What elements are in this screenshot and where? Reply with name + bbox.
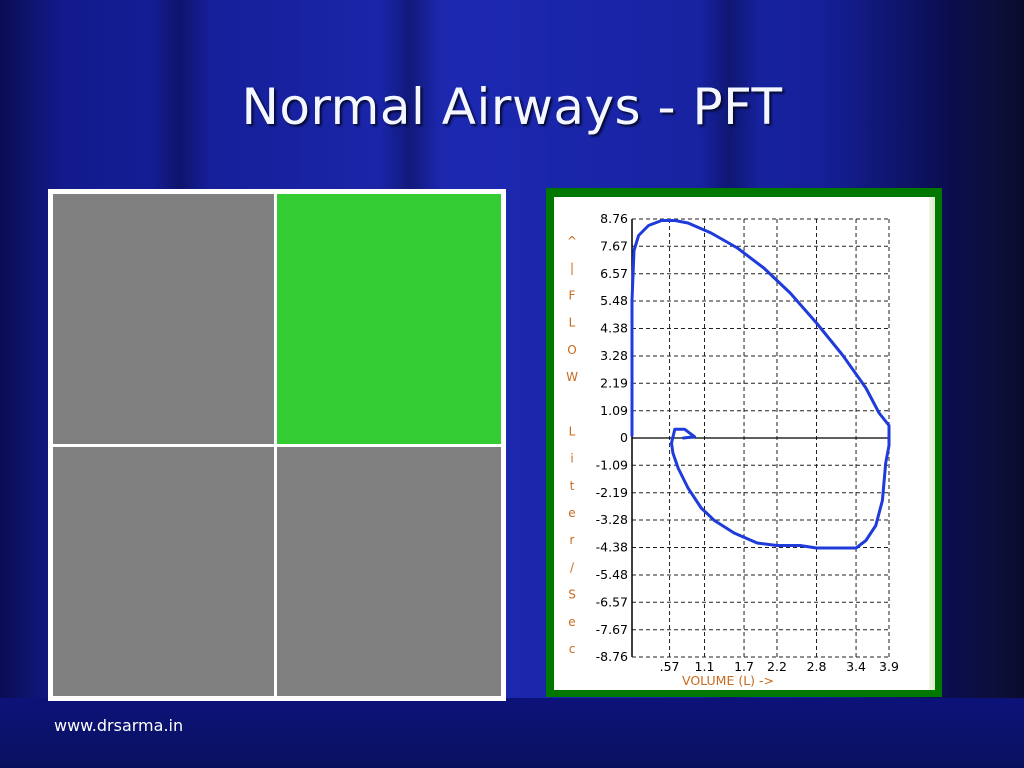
y-axis-label-char: r — [570, 533, 575, 547]
y-axis-label-char: | — [570, 261, 574, 275]
x-tick-label: .57 — [660, 659, 680, 674]
x-tick-label: 3.9 — [879, 659, 899, 674]
table-cell — [53, 447, 274, 696]
y-tick-label: -8.76 — [596, 649, 628, 664]
y-axis-label-char: i — [570, 452, 573, 466]
x-tick-label: 1.1 — [695, 659, 715, 674]
y-tick-label: 7.67 — [600, 238, 628, 253]
footer-website-link[interactable]: www.drsarma.in — [54, 716, 184, 735]
y-axis-label-char: e — [568, 506, 575, 520]
table-cell — [53, 194, 274, 444]
x-tick-label: 1.7 — [734, 659, 754, 674]
y-axis-label-char: F — [569, 288, 576, 302]
x-tick-label: 2.2 — [767, 659, 787, 674]
y-axis-label-char: L — [569, 424, 576, 438]
y-tick-label: 8.76 — [600, 211, 628, 226]
y-axis-label-char: / — [570, 560, 575, 574]
table-cell — [277, 194, 501, 444]
color-grid-table — [48, 189, 506, 701]
y-tick-label: 2.19 — [600, 375, 628, 390]
y-tick-label: 6.57 — [600, 266, 628, 281]
chart-panel: 8.76 7.67 6.57 5.48 4.38 3.28 2.19 1.09 0 -1.09 -2… — [554, 197, 935, 690]
x-tick-label: 2.8 — [807, 659, 827, 674]
table-cell — [277, 447, 501, 696]
slide-title: Normal Airways - PFT — [241, 78, 783, 136]
y-axis-label-char: L — [569, 316, 576, 330]
y-tick-label: 1.09 — [600, 403, 628, 418]
y-axis-label-char: S — [568, 588, 576, 602]
flow-volume-chart: 8.76 7.67 6.57 5.48 4.38 3.28 2.19 1.09 0 -1.09 -2… — [566, 211, 899, 688]
y-tick-label: -3.28 — [596, 512, 628, 527]
y-tick-label: -4.38 — [596, 540, 628, 555]
y-axis-label-char: O — [567, 343, 576, 357]
y-tick-label: 4.38 — [600, 321, 628, 336]
x-tick-label: 3.4 — [846, 659, 866, 674]
y-axis-label-char: e — [568, 615, 575, 629]
y-axis-label-char: ^ — [567, 234, 577, 248]
y-tick-label: 0 — [620, 430, 628, 445]
y-tick-label: -5.48 — [596, 567, 628, 582]
y-tick-label: 5.48 — [600, 293, 628, 308]
y-tick-label: -2.19 — [596, 485, 628, 500]
x-axis-label: VOLUME (L) -> — [682, 673, 774, 688]
flow-volume-curve — [630, 219, 891, 550]
y-axis-label-char: W — [566, 370, 578, 384]
curtain-edge — [960, 0, 1024, 768]
flow-volume-chart-frame: 8.76 7.67 6.57 5.48 4.38 3.28 2.19 1.09 0 -1.09 -2… — [546, 188, 942, 697]
y-tick-label: -6.57 — [596, 594, 628, 609]
y-axis-label-char: c — [569, 642, 576, 656]
floor-band — [0, 698, 1024, 768]
y-axis-label-char: t — [570, 479, 575, 493]
y-tick-label: -7.67 — [596, 622, 628, 637]
y-tick-label: 3.28 — [600, 348, 628, 363]
y-tick-label: -1.09 — [596, 457, 628, 472]
